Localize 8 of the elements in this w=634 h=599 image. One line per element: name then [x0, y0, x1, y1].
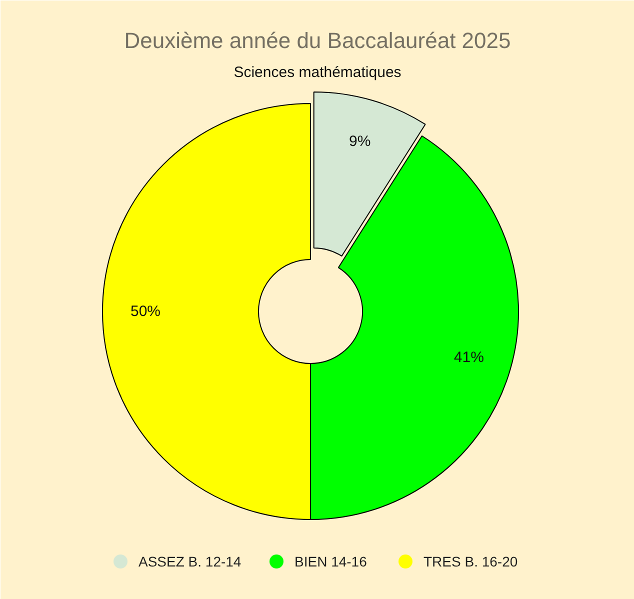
- chart-title: Deuxième année du Baccalauréat 2025: [124, 28, 511, 53]
- data-label: 9%: [349, 133, 371, 150]
- data-label: 41%: [454, 349, 484, 366]
- legend-label: BIEN 14-16: [294, 554, 368, 570]
- legend-label: TRES B. 16-20: [424, 554, 518, 570]
- legend-label: ASSEZ B. 12-14: [138, 554, 242, 570]
- data-label: 50%: [130, 303, 161, 320]
- chart-subtitle: Sciences mathématiques: [234, 64, 402, 81]
